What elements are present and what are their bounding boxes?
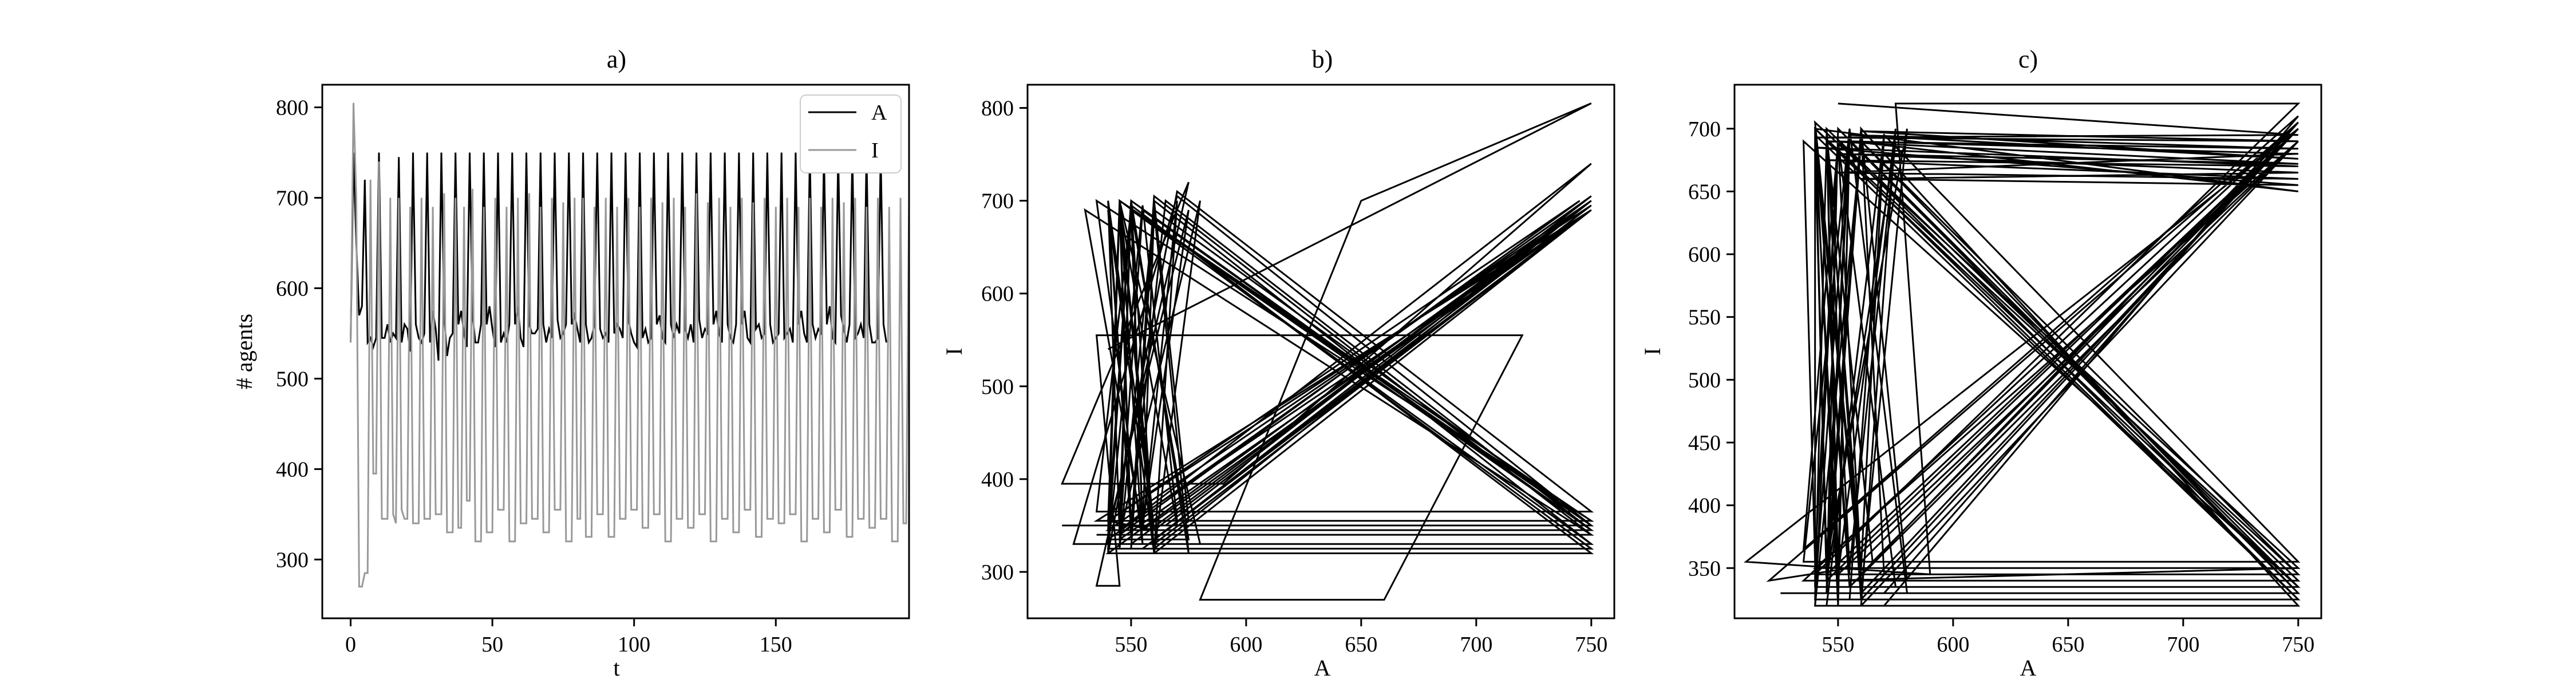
- panel-a-series-I: [350, 102, 910, 588]
- y-tick-label: 500: [276, 367, 309, 391]
- panel-c-y-axis-label: I: [1639, 348, 1665, 355]
- y-tick-label: 300: [276, 548, 309, 572]
- panel-c-x-ticks: 550 600 650 700 750: [1822, 618, 2314, 657]
- x-tick-label: 650: [2052, 633, 2084, 657]
- panel-a-x-axis-label: t: [613, 655, 619, 681]
- panel-b-y-ticks: 300 400 500 600 700 800: [981, 97, 1028, 585]
- y-tick-label: 300: [981, 560, 1014, 585]
- y-tick-label: 700: [1688, 117, 1721, 141]
- y-tick-label: 800: [276, 96, 309, 120]
- panel-c-plot-frame: [1733, 84, 2322, 619]
- panel-a-plot-frame: [321, 84, 910, 619]
- panel-b-x-ticks: 550 600 650 700 750: [1115, 618, 1607, 657]
- panel-c-x-axis-label: A: [2020, 655, 2037, 681]
- panel-b-marks: [1061, 102, 1594, 601]
- panel-c-series-line-0: [1744, 102, 2301, 607]
- x-tick-label: 0: [345, 633, 356, 657]
- panel-b-title: b): [1312, 45, 1333, 73]
- panel-a-y-ticks: 300 400 500 600 700 800: [276, 96, 322, 572]
- y-tick-label: 600: [276, 277, 309, 301]
- panel-b-series-line-0: [1061, 102, 1594, 601]
- x-tick-label: 750: [2282, 633, 2314, 657]
- x-tick-label: 600: [1230, 633, 1262, 657]
- x-tick-label: 700: [1460, 633, 1492, 657]
- y-tick-label: 700: [981, 189, 1014, 214]
- x-tick-label: 650: [1345, 633, 1377, 657]
- panel-a: a) 0 50 100 150 300 400 500 600 700 800 t # agen…: [231, 45, 910, 681]
- x-tick-label: 50: [481, 633, 503, 657]
- panel-a-legend: A I: [800, 94, 902, 173]
- panel-b-plot-frame: [1026, 84, 1615, 619]
- panel-b-y-axis-label: I: [941, 348, 967, 355]
- y-tick-label: 650: [1688, 180, 1721, 204]
- y-tick-label: 500: [981, 375, 1014, 399]
- y-tick-label: 700: [276, 186, 309, 210]
- panel-a-y-axis-label: # agents: [231, 314, 257, 389]
- legend-label-I: I: [871, 139, 879, 163]
- panel-c: c) 550 600 650 700 750 350 400 450 500 550 600 650…: [1639, 45, 2322, 681]
- y-tick-label: 400: [276, 457, 309, 481]
- panel-a-title: a): [607, 45, 626, 73]
- x-tick-label: 700: [2167, 633, 2199, 657]
- legend-label-A: A: [871, 101, 887, 125]
- y-tick-label: 400: [981, 468, 1014, 492]
- panel-a-marks: [350, 102, 910, 588]
- panel-c-y-ticks: 350 400 450 500 550 600 650 700: [1688, 117, 1735, 581]
- x-tick-label: 100: [618, 633, 650, 657]
- panel-b-x-axis-label: A: [1314, 655, 1331, 681]
- x-tick-label: 550: [1822, 633, 1854, 657]
- panel-a-x-ticks: 0 50 100 150: [345, 618, 792, 657]
- y-tick-label: 350: [1688, 556, 1721, 581]
- y-tick-label: 500: [1688, 368, 1721, 392]
- y-tick-label: 600: [1688, 243, 1721, 267]
- legend-box: [800, 94, 902, 173]
- y-tick-label: 600: [981, 282, 1014, 306]
- x-tick-label: 150: [760, 633, 792, 657]
- panel-c-title: c): [2018, 45, 2038, 73]
- panel-c-marks: [1744, 102, 2301, 607]
- y-tick-label: 800: [981, 97, 1014, 121]
- x-tick-label: 750: [1575, 633, 1607, 657]
- y-tick-label: 400: [1688, 494, 1721, 518]
- y-tick-label: 450: [1688, 431, 1721, 455]
- y-tick-label: 550: [1688, 306, 1721, 330]
- x-tick-label: 550: [1115, 633, 1147, 657]
- x-tick-label: 600: [1937, 633, 1969, 657]
